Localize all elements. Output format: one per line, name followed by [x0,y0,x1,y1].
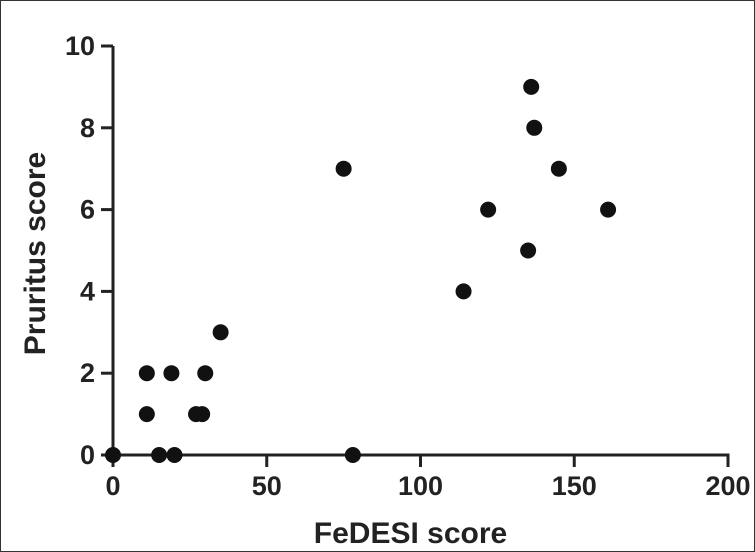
x-tick-label: 50 [252,471,282,501]
x-axis-ticks: 0 50 100 150 200 [105,455,751,501]
y-axis-title: Pruritus score [19,152,52,355]
data-point [105,447,121,463]
y-tick-label: 8 [80,113,95,143]
x-tick-label: 0 [105,471,120,501]
data-point [138,365,155,382]
x-tick-label: 150 [552,471,597,501]
x-tick-label: 200 [705,471,750,501]
x-tick-label: 100 [398,471,443,501]
data-point [163,365,180,382]
data-point [455,283,472,300]
y-tick-label: 10 [65,31,95,61]
data-point [212,324,229,341]
data-point [520,242,537,259]
y-tick-label: 2 [80,358,95,388]
data-point [194,406,211,423]
data-point [550,160,567,177]
data-point [138,406,155,423]
data-point [197,365,214,382]
axes [111,46,730,457]
y-tick-label: 4 [80,276,95,306]
y-axis-ticks: 0 2 4 6 8 10 [65,31,113,470]
x-axis-title: FeDESI score [314,517,507,550]
y-tick-label: 6 [80,195,95,225]
data-point [344,447,361,463]
data-point [166,447,183,463]
data-point [523,78,540,95]
y-tick-label: 0 [80,440,95,470]
data-point [526,119,543,136]
data-point [335,160,352,177]
data-points [105,78,617,463]
data-point [480,201,497,218]
data-point [151,447,168,463]
data-point [600,201,617,218]
